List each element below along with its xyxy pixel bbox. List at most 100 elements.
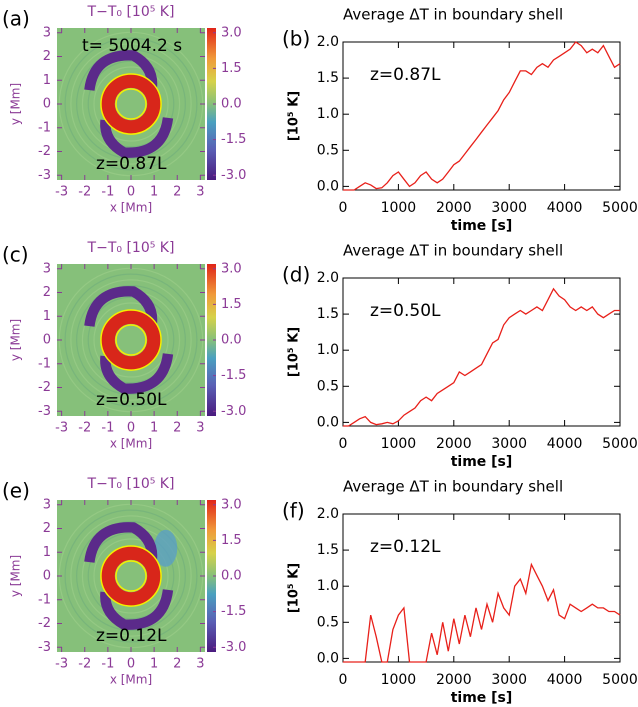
y-tick-label: 1.0 — [317, 578, 339, 594]
boundary — [100, 73, 162, 135]
y-tick-label: -1 — [38, 592, 51, 607]
x-tick-label: 2000 — [436, 200, 472, 216]
y-tick-label: 1.5 — [317, 306, 339, 322]
x-axis-label: x [Mm] — [110, 201, 152, 215]
y-tick-label: 0.5 — [317, 614, 339, 630]
boundary — [100, 309, 162, 371]
x-tick-label: 4000 — [547, 436, 583, 452]
x-axis-label: time [s] — [451, 454, 513, 470]
y-tick-label: -2 — [38, 380, 51, 395]
x-tick-label: 1 — [150, 657, 158, 672]
ripple — [93, 538, 169, 614]
swirl — [84, 50, 158, 92]
y-axis-label: y [Mm] — [9, 555, 23, 597]
x-tick-label: 0 — [127, 421, 135, 436]
chart-title: T−T₀ [10⁵ K] — [87, 240, 175, 256]
swirl — [100, 352, 174, 394]
ripple — [70, 43, 192, 165]
x-tick-label: 2000 — [436, 672, 472, 688]
panel-label: (d) — [282, 263, 310, 287]
x-tick-label: -2 — [78, 657, 91, 672]
ripple — [70, 279, 192, 401]
panel-label: (a) — [2, 7, 30, 31]
annotation: z=0.87L — [96, 154, 167, 174]
y-tick-label: 0 — [43, 97, 51, 112]
x-tick-label: -1 — [101, 657, 114, 672]
plot-frame — [342, 41, 621, 191]
ripple — [87, 60, 175, 148]
x-tick-label: 3 — [196, 421, 204, 436]
x-tick-label: 2000 — [436, 436, 472, 452]
y-tick-label: 0.0 — [317, 650, 339, 666]
x-tick-label: -3 — [55, 421, 68, 436]
chart-title: T−T₀ [10⁵ K] — [87, 476, 175, 492]
heatmap-image — [57, 500, 205, 652]
x-tick-label: 3 — [196, 657, 204, 672]
y-tick-label: 1.0 — [317, 106, 339, 122]
chart-title: Average ΔT in boundary shell — [343, 242, 563, 260]
x-tick-label: 0 — [127, 185, 135, 200]
panel-label: (b) — [282, 27, 310, 51]
x-tick-label: 4000 — [547, 672, 583, 688]
x-tick-label: -1 — [101, 421, 114, 436]
colorbar — [207, 500, 216, 652]
plot-frame — [342, 513, 621, 663]
ripple — [64, 509, 198, 643]
annotation: z=0.12L — [96, 626, 167, 646]
colorbar-tick-label: 1.5 — [221, 533, 242, 548]
ripple — [93, 302, 169, 378]
y-axis-label: y [Mm] — [9, 319, 23, 361]
x-tick-label: -2 — [78, 185, 91, 200]
y-tick-label: 1 — [43, 545, 51, 560]
x-tick-label: 2 — [173, 657, 181, 672]
y-tick-label: -2 — [38, 144, 51, 159]
colorbar-tick-label: -3.0 — [221, 404, 246, 419]
y-tick-label: -2 — [38, 616, 51, 631]
x-tick-label: 3 — [196, 185, 204, 200]
line-series — [343, 287, 620, 427]
y-tick-label: 1 — [43, 73, 51, 88]
colorbar-tick-label: -1.5 — [221, 604, 246, 619]
line-series — [343, 562, 621, 663]
y-tick-label: 1 — [43, 309, 51, 324]
x-tick-label: 1000 — [381, 672, 417, 688]
chart-title: T−T₀ [10⁵ K] — [87, 4, 175, 20]
panel-label: (c) — [2, 243, 29, 267]
boundary — [115, 324, 147, 356]
y-tick-label: 0.0 — [317, 178, 339, 194]
x-tick-label: 0 — [339, 672, 348, 688]
line-series — [343, 41, 621, 191]
ripple — [87, 296, 175, 384]
colorbar — [207, 264, 216, 416]
y-tick-label: 0.5 — [317, 378, 339, 394]
y-tick-label: -1 — [38, 356, 51, 371]
annotation: z=0.12L — [370, 537, 441, 557]
x-tick-label: -1 — [101, 185, 114, 200]
x-tick-label: 5000 — [602, 200, 638, 216]
ring — [100, 545, 162, 607]
chart-title: Average ΔT in boundary shell — [343, 6, 563, 24]
y-tick-label: 2 — [43, 521, 51, 536]
ripple — [76, 285, 186, 395]
x-tick-label: -3 — [55, 657, 68, 672]
ripple — [70, 515, 192, 637]
x-axis-label: time [s] — [451, 218, 513, 234]
panel-label: (e) — [2, 479, 30, 503]
x-tick-label: 1000 — [381, 436, 417, 452]
y-tick-label: 0.0 — [317, 414, 339, 430]
colorbar-tick-label: -3.0 — [221, 640, 246, 655]
annotation: z=0.50L — [96, 390, 167, 410]
x-tick-label: 5000 — [602, 436, 638, 452]
colorbar-tick-label: 0.0 — [221, 333, 242, 348]
boundary — [115, 560, 147, 592]
chart-title: Average ΔT in boundary shell — [343, 478, 563, 496]
colorbar-tick-label: 1.5 — [221, 61, 242, 76]
y-tick-label: 0.5 — [317, 142, 339, 158]
ring — [100, 73, 162, 135]
x-tick-label: 3000 — [491, 200, 527, 216]
y-tick-label: 2.0 — [317, 506, 339, 522]
colorbar-tick-label: 3.0 — [221, 261, 242, 276]
y-axis-label: [10⁵ K] — [287, 91, 302, 141]
ripple — [64, 37, 198, 171]
